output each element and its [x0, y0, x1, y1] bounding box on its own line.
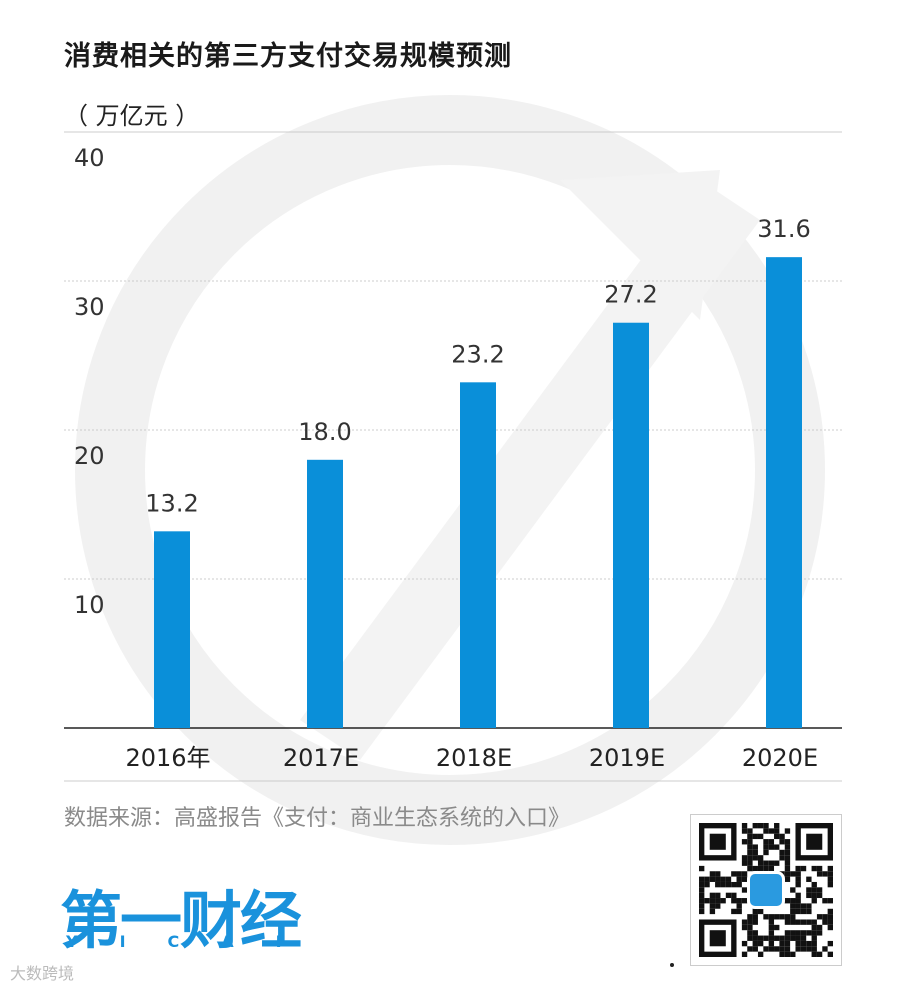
bar-2016年	[154, 531, 190, 728]
data-label: 18.0	[298, 418, 351, 446]
data-source-note: 数据来源：高盛报告《支付：商业生态系统的入口》	[64, 806, 571, 831]
bar-2018E	[460, 382, 496, 728]
y-tick-label: 10	[74, 591, 105, 619]
bar-2019E	[613, 322, 649, 728]
chart-title: 消费相关的第三方支付交易规模预测	[64, 41, 512, 72]
x-tick-label: 2020E	[742, 744, 818, 772]
x-tick-label: 2019E	[589, 744, 665, 772]
y-tick-label: 30	[74, 293, 105, 321]
watermark-text: 大数跨境	[10, 964, 75, 983]
x-tick-label: 2018E	[436, 744, 512, 772]
y-axis-unit-label: （ 万亿元 ）	[64, 102, 200, 130]
bar-2017E	[307, 459, 343, 728]
bar-2020E	[766, 257, 802, 728]
data-label: 31.6	[757, 215, 810, 243]
yicai-logo: 第一财经	[60, 884, 302, 957]
qr-code-pattern	[699, 823, 833, 957]
y-tick-label: 40	[74, 144, 105, 172]
qr-code	[690, 814, 842, 966]
data-label: 23.2	[451, 340, 504, 368]
data-label: 13.2	[145, 489, 198, 517]
x-tick-label: 2016年	[125, 744, 210, 772]
x-tick-label: 2017E	[283, 744, 359, 772]
data-label: 27.2	[604, 281, 657, 309]
yicai-logo-sub: YICAI	[66, 932, 324, 951]
qr-center-logo-icon	[747, 871, 785, 909]
y-tick-label: 20	[74, 442, 105, 470]
decorative-dot	[670, 963, 674, 967]
bar-chart: 10 20 30 40 13.2 2016年 18.0 2017E 23.2 2018E 27.2 2…	[64, 131, 842, 782]
